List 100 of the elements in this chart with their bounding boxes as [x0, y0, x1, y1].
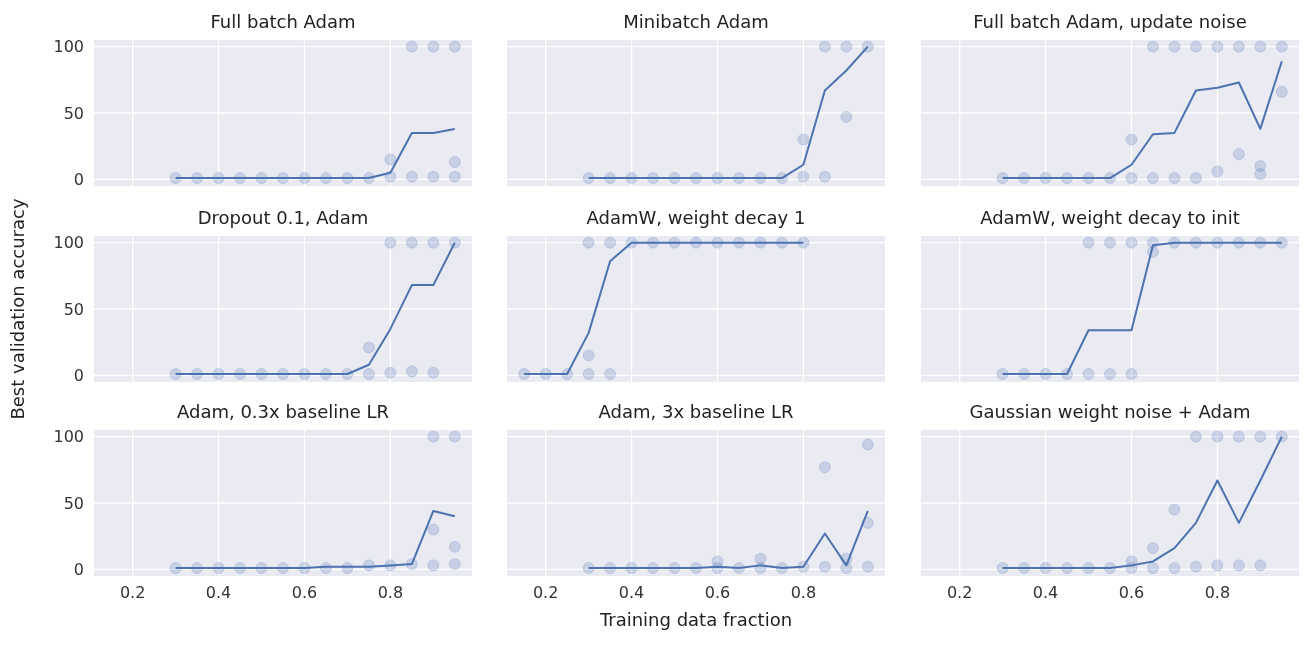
point [1254, 559, 1267, 572]
chart-title: Minibatch Adam [623, 11, 769, 32]
y-tick-label: 100 [53, 37, 84, 57]
point [427, 523, 440, 536]
x-tick-label: 0.6 [704, 583, 731, 602]
point [996, 172, 1009, 185]
point [1168, 40, 1181, 53]
point [448, 236, 461, 249]
y-tick-label: 100 [53, 427, 84, 447]
point [1254, 430, 1267, 443]
point [861, 560, 874, 573]
point [1146, 40, 1159, 53]
point [1211, 40, 1224, 53]
x-tick-label: 0.6 [291, 583, 318, 602]
chart-title: Dropout 0.1, Adam [197, 207, 369, 228]
point [861, 516, 874, 529]
point [448, 40, 461, 53]
point [1254, 40, 1267, 53]
chart-title: Gaussian weight noise + Adam [969, 401, 1251, 422]
y-tick-label: 50 [63, 103, 84, 123]
point [996, 562, 1009, 575]
point [427, 40, 440, 53]
point [1232, 430, 1245, 443]
point [1232, 559, 1245, 572]
point [1275, 85, 1288, 98]
x-tick-label: 0.6 [1118, 583, 1145, 602]
point [818, 40, 831, 53]
point [840, 40, 853, 53]
point [427, 236, 440, 249]
point [1211, 559, 1224, 572]
point [427, 430, 440, 443]
y-tick-label: 50 [63, 493, 84, 513]
x-tick-label: 0.2 [119, 583, 146, 602]
chart-title: Adam, 0.3x baseline LR [176, 401, 390, 422]
point [1189, 430, 1202, 443]
chart-title: Full batch Adam, update noise [973, 11, 1247, 32]
point [448, 156, 461, 169]
point [1146, 562, 1159, 575]
point [818, 461, 831, 474]
point [582, 562, 595, 575]
point [448, 558, 461, 571]
point [1232, 148, 1245, 161]
y-tick-label: 0 [73, 559, 84, 579]
chart-title: Adam, 3x baseline LR [598, 401, 794, 422]
point [1211, 165, 1224, 178]
point [427, 366, 440, 379]
point [362, 341, 375, 354]
point [1211, 430, 1224, 443]
point [427, 559, 440, 572]
point [384, 366, 397, 379]
point [405, 365, 418, 378]
point [861, 40, 874, 53]
point [405, 236, 418, 249]
x-tick-label: 0.4 [618, 583, 645, 602]
y-tick-label: 100 [53, 233, 84, 253]
x-tick-label: 0.8 [377, 583, 404, 602]
point [1254, 168, 1267, 181]
point [405, 170, 418, 183]
chart-title: Full batch Adam [210, 11, 356, 32]
point [861, 438, 874, 451]
chart-title: AdamW, weight decay to init [980, 207, 1240, 228]
point [1146, 172, 1159, 185]
chart-title: AdamW, weight decay 1 [586, 207, 806, 228]
point [1275, 40, 1288, 53]
x-tick-label: 0.2 [946, 583, 973, 602]
point [384, 153, 397, 166]
point [405, 40, 418, 53]
point [818, 170, 831, 183]
point [169, 562, 182, 575]
point [1189, 172, 1202, 185]
point [1232, 40, 1245, 53]
point [362, 368, 375, 381]
point [797, 170, 810, 183]
point [797, 133, 810, 146]
point [1146, 542, 1159, 555]
point [1168, 562, 1181, 575]
point [169, 172, 182, 185]
point [1168, 172, 1181, 185]
point [1275, 430, 1288, 443]
point [1125, 172, 1138, 185]
x-axis-title: Training data fraction [598, 609, 793, 630]
x-tick-label: 0.2 [532, 583, 559, 602]
x-tick-label: 0.8 [790, 583, 817, 602]
point [427, 170, 440, 183]
point [384, 236, 397, 249]
point [169, 368, 182, 381]
point [1189, 560, 1202, 573]
point [840, 110, 853, 123]
y-axis-title: Best validation accuracy [7, 198, 28, 420]
y-tick-label: 50 [63, 299, 84, 319]
point [448, 430, 461, 443]
x-tick-label: 0.8 [1204, 583, 1231, 602]
y-tick-label: 0 [73, 365, 84, 385]
point [1189, 40, 1202, 53]
point [1168, 503, 1181, 516]
x-tick-label: 0.4 [1032, 583, 1059, 602]
point [818, 560, 831, 573]
y-tick-label: 0 [73, 169, 84, 189]
point [840, 562, 853, 575]
x-tick-label: 0.4 [205, 583, 232, 602]
